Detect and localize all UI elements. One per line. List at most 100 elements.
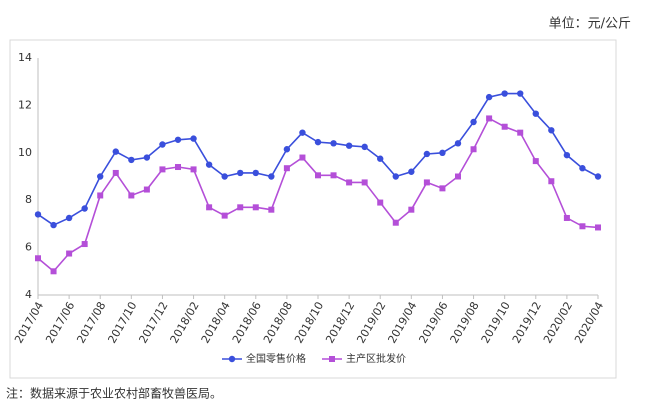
data-point: [143, 154, 151, 161]
data-point: [128, 192, 135, 199]
y-tick-label: 12: [18, 98, 32, 111]
x-tick-label: 2018/10: [292, 300, 326, 346]
data-point: [159, 141, 166, 148]
data-point: [252, 169, 259, 177]
data-point: [346, 179, 353, 186]
data-point: [470, 118, 477, 126]
data-point: [175, 164, 181, 171]
data-point: [159, 166, 166, 173]
data-point: [190, 135, 197, 142]
y-tick-label: 14: [18, 51, 32, 64]
data-point: [128, 156, 135, 164]
x-tick-label: 2018/06: [230, 300, 264, 346]
data-point: [283, 146, 291, 153]
data-point: [81, 241, 88, 248]
data-point: [361, 143, 368, 151]
x-tick-label: 2017/08: [74, 300, 108, 346]
x-tick-label: 2017/12: [137, 300, 171, 346]
x-tick-label: 2018/08: [261, 300, 295, 346]
data-point: [470, 146, 477, 153]
data-point: [486, 115, 493, 122]
data-point: [206, 204, 213, 211]
y-tick-label: 4: [25, 288, 32, 301]
unit-label: 单位：元/公斤: [549, 17, 631, 32]
series-line: [37, 92, 599, 227]
x-tick-label: 2019/04: [385, 300, 419, 346]
data-point: [377, 155, 384, 162]
data-point: [174, 136, 182, 143]
data-point: [517, 90, 524, 97]
x-tick-label: 2020/04: [572, 300, 606, 346]
data-point: [361, 179, 368, 186]
data-point: [35, 255, 41, 262]
data-point: [408, 168, 415, 175]
x-tick-label: 2019/02: [354, 300, 388, 346]
data-point: [330, 140, 337, 147]
data-point: [65, 214, 73, 222]
data-point: [455, 173, 461, 180]
data-point: [50, 221, 57, 229]
data-point: [299, 154, 306, 161]
data-point: [439, 149, 446, 156]
x-tick-label: 2017/10: [105, 300, 139, 346]
data-point: [97, 173, 104, 180]
data-point: [112, 148, 119, 155]
x-tick-label: 2019/12: [510, 300, 544, 346]
data-point: [314, 138, 322, 146]
data-point: [330, 172, 337, 179]
data-point: [190, 166, 197, 173]
legend-marker: [228, 355, 236, 363]
data-point: [268, 173, 275, 180]
data-point: [66, 250, 73, 257]
data-point: [501, 123, 508, 130]
x-tick-label: 2019/10: [479, 299, 513, 345]
data-point: [34, 211, 42, 218]
data-point: [517, 129, 524, 136]
data-point: [423, 179, 430, 186]
data-point: [532, 158, 539, 165]
data-point: [268, 206, 275, 213]
data-point: [439, 185, 446, 192]
x-tick-label: 2020/02: [541, 300, 575, 346]
legend-label: 全国零售价格: [246, 352, 306, 365]
x-tick-label: 2018/12: [323, 300, 357, 346]
x-tick-label: 2019/08: [448, 300, 482, 346]
data-point: [532, 110, 539, 117]
data-point: [377, 199, 384, 206]
data-point: [205, 161, 213, 168]
data-point: [548, 127, 555, 134]
y-tick-label: 6: [25, 241, 32, 254]
data-point: [143, 186, 150, 193]
data-point: [501, 90, 508, 97]
note: 注：数据来源于农业农村部畜牧兽医局。: [6, 386, 222, 401]
data-point: [595, 224, 601, 231]
data-point: [408, 206, 415, 213]
x-tick-label: 2019/06: [417, 300, 451, 346]
data-point: [563, 214, 570, 221]
data-point: [97, 192, 104, 199]
data-point: [548, 178, 555, 185]
legend-marker: [329, 356, 335, 362]
data-point: [81, 205, 88, 212]
data-point: [392, 173, 399, 180]
data-point: [252, 204, 259, 211]
data-point: [454, 140, 462, 147]
data-point: [594, 173, 602, 180]
legend-label: 主产区批发价: [346, 352, 406, 365]
x-tick-label: 2018/04: [199, 300, 233, 346]
data-point: [392, 219, 399, 226]
data-point: [221, 212, 228, 219]
data-point: [345, 142, 353, 149]
data-point: [112, 169, 119, 176]
chart-frame: [9, 39, 617, 379]
data-point: [315, 172, 321, 179]
data-point: [579, 223, 586, 230]
x-tick-label: 2017/06: [43, 300, 77, 346]
y-tick-label: 8: [25, 193, 32, 206]
y-tick-label: 10: [18, 146, 32, 159]
data-point: [283, 165, 290, 172]
x-tick-label: 2017/04: [12, 300, 46, 346]
data-point: [579, 165, 586, 172]
x-tick-label: 2018/02: [168, 300, 202, 346]
